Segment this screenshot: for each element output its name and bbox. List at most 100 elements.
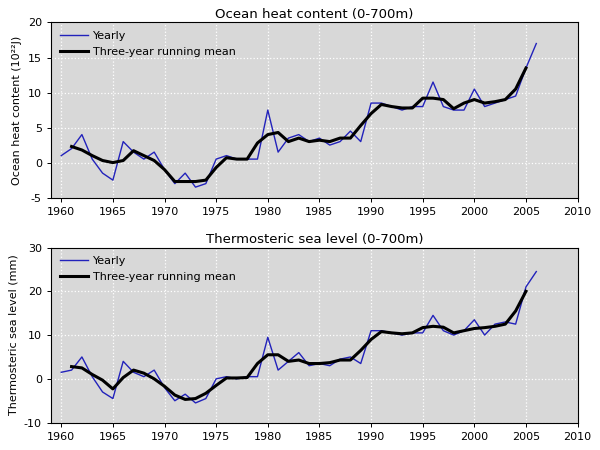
Y-axis label: Thermosteric sea level (mm): Thermosteric sea level (mm) [8,255,19,415]
Yearly [254,374,261,379]
Yearly [151,149,158,155]
Yearly [130,369,137,375]
Yearly [254,157,261,162]
Yearly [512,93,519,99]
Three-year running mean [151,158,158,163]
Yearly [337,139,344,144]
Three-year running mean [285,139,292,144]
Three-year running mean [192,179,199,184]
Yearly [202,396,209,401]
Yearly [533,41,540,46]
Three-year running mean [78,365,85,371]
Three-year running mean [89,372,96,377]
Three-year running mean [450,330,457,336]
Three-year running mean [212,165,220,170]
Yearly [202,181,209,186]
Yearly [388,330,395,336]
Three-year running mean [285,359,292,364]
Three-year running mean [440,97,447,102]
Three-year running mean [326,139,334,144]
Three-year running mean [316,138,323,143]
Yearly [295,132,302,137]
Yearly [182,392,189,397]
Yearly [347,128,354,134]
Yearly [58,369,65,375]
Yearly [233,376,241,382]
Three-year running mean [471,97,478,102]
Three-year running mean [512,308,519,314]
Three-year running mean [305,139,313,144]
Three-year running mean [68,144,75,149]
Yearly [171,181,178,186]
Three-year running mean [523,288,530,294]
Yearly [212,376,220,382]
Yearly [430,313,437,318]
Three-year running mean [233,375,241,381]
Three-year running mean [233,157,241,162]
Three-year running mean [460,100,467,106]
Yearly [367,100,374,106]
Yearly [264,334,271,340]
Yearly [398,108,406,113]
Three-year running mean [151,376,158,382]
Three-year running mean [140,153,148,158]
Yearly [171,398,178,404]
Three-year running mean [212,382,220,388]
Yearly [337,356,344,362]
Three-year running mean [130,367,137,373]
Three-year running mean [275,352,282,357]
Yearly [68,367,75,373]
Yearly [491,321,499,327]
Yearly [471,317,478,323]
Three-year running mean [430,95,437,101]
Yearly [419,330,426,336]
Yearly [161,167,168,172]
Yearly [450,333,457,338]
Three-year running mean [264,352,271,357]
Yearly [357,361,364,366]
Yearly [533,269,540,274]
Yearly [471,86,478,92]
Line: Yearly: Yearly [61,44,536,187]
Yearly [295,350,302,356]
Yearly [182,171,189,176]
Three-year running mean [430,324,437,329]
Three-year running mean [202,391,209,396]
Three-year running mean [316,361,323,366]
Yearly [378,328,385,333]
Yearly [275,149,282,155]
Yearly [481,104,488,109]
Three-year running mean [119,158,127,163]
Y-axis label: Ocean heat content (10²²J): Ocean heat content (10²²J) [12,36,22,184]
Yearly [440,328,447,333]
Yearly [119,359,127,364]
Yearly [316,135,323,141]
Three-year running mean [78,147,85,153]
Yearly [161,385,168,390]
Yearly [275,367,282,373]
Three-year running mean [109,386,116,391]
Three-year running mean [419,95,426,101]
Three-year running mean [357,123,364,128]
Three-year running mean [481,325,488,330]
Yearly [264,108,271,113]
Three-year running mean [254,361,261,366]
Three-year running mean [275,130,282,135]
Yearly [89,374,96,379]
Three-year running mean [440,324,447,330]
Yearly [305,139,313,144]
Yearly [68,146,75,151]
Three-year running mean [171,392,178,398]
Yearly [523,284,530,290]
Three-year running mean [347,135,354,141]
Yearly [99,171,106,176]
Three-year running mean [523,65,530,71]
Line: Yearly: Yearly [61,272,536,403]
Line: Three-year running mean: Three-year running mean [71,68,526,181]
Yearly [109,396,116,401]
Yearly [58,153,65,158]
Three-year running mean [244,375,251,380]
Three-year running mean [367,111,374,116]
Yearly [326,142,334,148]
Yearly [130,149,137,155]
